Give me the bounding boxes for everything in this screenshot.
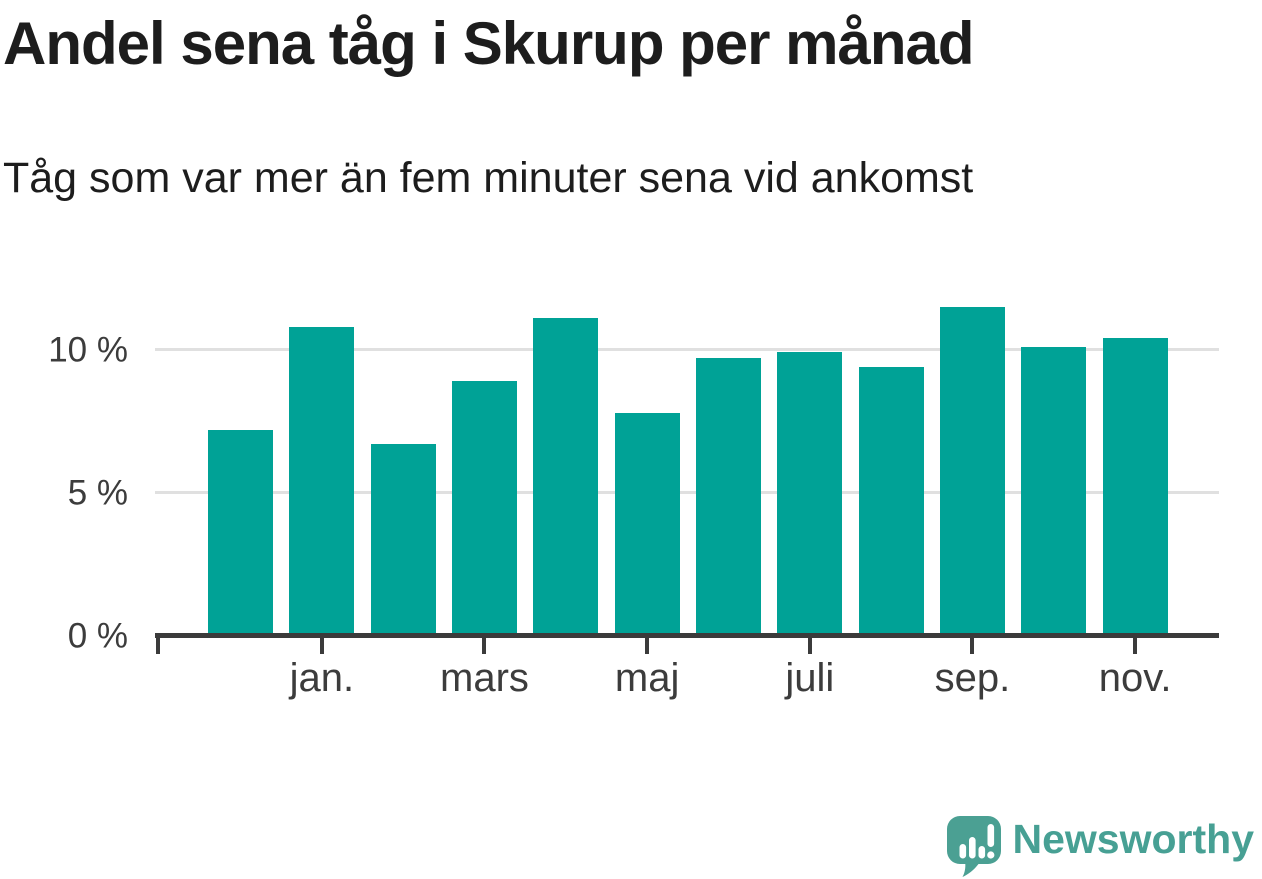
x-tick-label: maj [614, 656, 680, 700]
bar [1102, 338, 1168, 636]
bar [939, 306, 1005, 636]
gridline-10 [155, 348, 1219, 351]
logo-bar-1 [959, 844, 966, 859]
bar [777, 352, 843, 636]
logo-bar-2 [968, 837, 976, 859]
gridline-5 [155, 491, 1219, 495]
y-tick-label: 0 % [67, 616, 128, 656]
bar [208, 429, 273, 636]
bar [289, 326, 355, 636]
x-tick [807, 638, 812, 654]
x-tick [319, 638, 324, 654]
x-axis-line [155, 633, 1219, 638]
newsworthy-logo-icon [946, 816, 1001, 877]
x-tick [482, 638, 487, 654]
x-tick-label: nov. [1098, 656, 1172, 700]
y-tick-label: 5 % [67, 473, 128, 513]
bar [695, 358, 761, 636]
bar [614, 412, 680, 636]
x-tick [1133, 638, 1138, 654]
x-tick [970, 638, 975, 654]
y-tick-label: 10 % [48, 330, 128, 369]
x-tick-label: mars [440, 656, 529, 700]
bar [370, 444, 436, 636]
x-tick-label: sep. [934, 656, 1011, 700]
axis-origin-tick [156, 638, 160, 654]
x-tick [645, 638, 650, 654]
bar [533, 317, 599, 636]
x-tick-label: juli [785, 656, 835, 700]
bar [1021, 346, 1087, 636]
brand-name: Newsworthy [1012, 816, 1255, 862]
logo-bar-3 [978, 846, 985, 859]
chart-title: Andel sena tåg i Skurup per månad [3, 10, 975, 77]
bar [858, 366, 924, 636]
x-tick-label: jan. [289, 656, 355, 700]
chart-subtitle: Tåg som var mer än fem minuter sena vid … [3, 154, 974, 202]
logo-exclamation-dot [986, 851, 994, 859]
bar [451, 381, 517, 636]
brand-footer: Newsworthy [946, 816, 1255, 877]
logo-exclamation-bar [987, 824, 994, 847]
